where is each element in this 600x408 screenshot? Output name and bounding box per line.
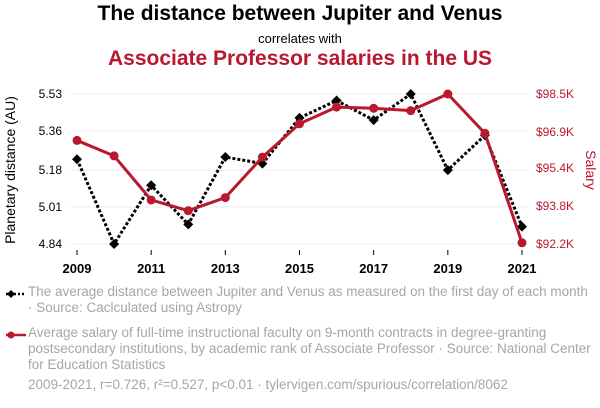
x-tick-label: 2019 bbox=[433, 261, 462, 276]
salary-point bbox=[369, 103, 379, 113]
distance-point bbox=[109, 239, 120, 249]
left-axis-label: Planetary distance (AU) bbox=[2, 96, 18, 244]
legend-salary-marker bbox=[6, 331, 26, 339]
left-tick-label: 5.36 bbox=[39, 124, 63, 138]
x-axis-ticks: 2009 2011 2013 2015 2017 2019 2021 bbox=[63, 250, 537, 276]
chart-subtitle: correlates with bbox=[258, 31, 342, 46]
salary-point bbox=[443, 89, 453, 99]
distance-point bbox=[368, 115, 379, 126]
x-tick-label: 2015 bbox=[285, 261, 314, 276]
distance-point bbox=[405, 89, 416, 99]
right-tick-label: $95.4K bbox=[536, 161, 574, 175]
distance-point bbox=[220, 152, 231, 163]
left-tick-label: 5.53 bbox=[39, 87, 63, 101]
salary-point bbox=[406, 106, 416, 116]
salary-point bbox=[332, 102, 342, 112]
distance-point bbox=[517, 221, 527, 232]
x-tick-label: 2011 bbox=[137, 261, 165, 276]
salary-point bbox=[480, 128, 490, 138]
salary-point bbox=[295, 119, 304, 129]
legend-distance-label: The average distance between Jupiter and… bbox=[28, 284, 588, 315]
legend-distance-marker bbox=[6, 290, 26, 298]
legend-item-salary: Average salary of full-time instructiona… bbox=[6, 325, 596, 373]
right-tick-label: $92.2K bbox=[536, 237, 574, 251]
distance-point bbox=[442, 165, 453, 176]
chart-footer: 2009-2021, r=0.726, r²=0.527, p<0.01 · t… bbox=[28, 377, 508, 392]
dual-axis-line-chart: 4.845.015.185.365.53 $92.2K$93.8K$95.4K$… bbox=[2, 87, 599, 276]
right-tick-label: $93.8K bbox=[536, 199, 574, 213]
left-tick-label: 5.18 bbox=[39, 163, 63, 177]
salary-point bbox=[183, 206, 193, 216]
distance-point bbox=[72, 154, 82, 165]
salary-point bbox=[220, 193, 230, 203]
salary-point bbox=[72, 135, 82, 145]
right-tick-label: $98.5K bbox=[536, 87, 574, 101]
left-tick-label: 4.84 bbox=[39, 237, 63, 251]
chart-title-2: Associate Professor salaries in the US bbox=[108, 47, 492, 70]
salary-point bbox=[146, 195, 156, 205]
legend-salary-label: Average salary of full-time instructiona… bbox=[28, 325, 591, 372]
right-axis-label: Salary bbox=[583, 150, 599, 190]
left-axis-ticks: 4.84 5.01 5.18 5.36 5.53 bbox=[39, 87, 63, 251]
left-tick-label: 5.01 bbox=[39, 200, 63, 214]
salary-point bbox=[109, 151, 119, 161]
salary-point bbox=[257, 152, 267, 162]
x-tick-label: 2009 bbox=[63, 261, 92, 276]
salary-point bbox=[517, 238, 527, 248]
x-tick-label: 2021 bbox=[508, 261, 537, 276]
x-tick-label: 2017 bbox=[359, 261, 388, 276]
right-axis-ticks: $92.2K $93.8K $95.4K $96.9K $98.5K bbox=[536, 87, 574, 251]
distance-point bbox=[146, 180, 157, 191]
distance-point bbox=[183, 219, 194, 230]
x-tick-label: 2013 bbox=[211, 261, 240, 276]
legend-item-distance: The average distance between Jupiter and… bbox=[6, 284, 596, 316]
chart-title: The distance between Jupiter and Venus bbox=[97, 2, 503, 25]
distance-point bbox=[331, 95, 342, 106]
right-tick-label: $96.9K bbox=[536, 125, 574, 139]
